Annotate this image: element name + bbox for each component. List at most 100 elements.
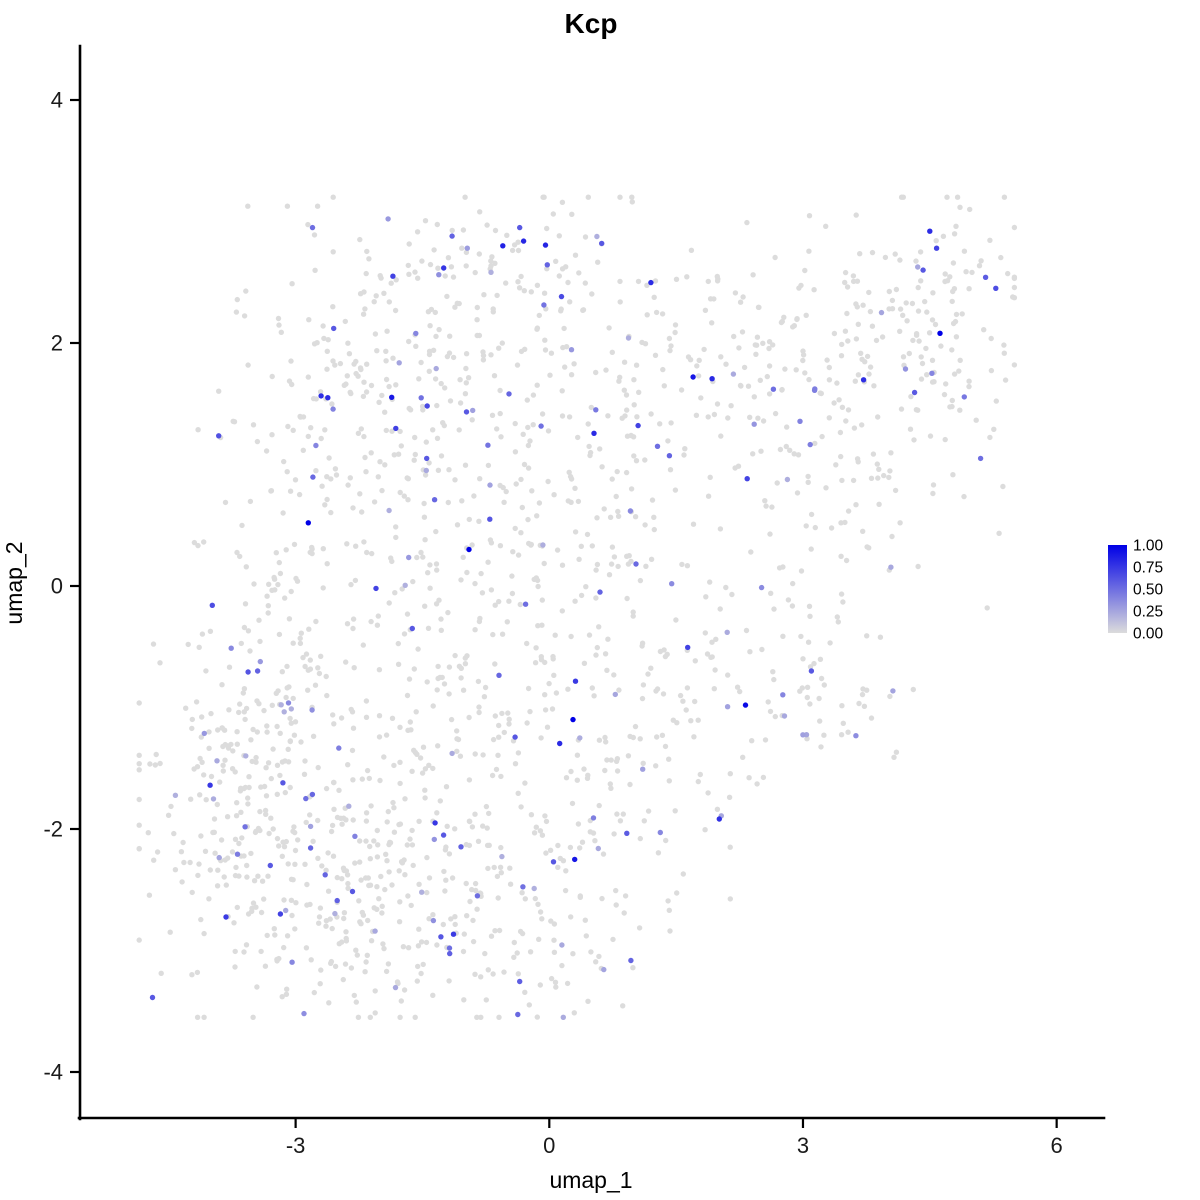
data-point: [757, 377, 763, 383]
data-point: [602, 734, 608, 741]
data-point: [281, 709, 287, 715]
data-point: [518, 273, 524, 280]
data-point: [957, 407, 963, 413]
data-point: [389, 882, 395, 888]
data-point: [172, 867, 179, 873]
data-point: [943, 381, 949, 387]
data-point: [438, 627, 444, 633]
data-point: [524, 640, 530, 647]
data-point: [298, 630, 304, 636]
data-point: [709, 376, 715, 382]
data-point: [258, 948, 264, 955]
data-point: [351, 361, 357, 367]
data-point: [406, 554, 412, 561]
data-point: [571, 361, 577, 367]
data-point: [772, 713, 778, 720]
data-point: [509, 590, 516, 597]
data-point: [532, 895, 538, 902]
data-point: [309, 546, 315, 552]
data-point: [234, 296, 240, 303]
data-point: [430, 765, 436, 772]
data-point: [256, 617, 262, 623]
data-point: [278, 329, 284, 335]
data-point: [541, 194, 547, 200]
data-point: [672, 322, 679, 328]
data-point: [392, 307, 399, 314]
data-point: [909, 300, 916, 307]
data-point: [823, 485, 829, 491]
data-point: [384, 819, 390, 825]
data-point: [255, 825, 262, 832]
data-point: [498, 870, 504, 876]
data-point: [937, 330, 943, 336]
data-point: [966, 383, 972, 390]
data-point: [464, 245, 470, 251]
data-point: [407, 719, 413, 725]
data-point: [373, 293, 379, 299]
data-point: [741, 364, 748, 371]
data-point: [520, 431, 526, 437]
data-point: [547, 372, 553, 378]
data-point: [867, 364, 874, 370]
data-point: [281, 844, 288, 850]
data-point: [572, 529, 579, 535]
data-point: [887, 468, 893, 474]
legend-tick-label: 0.00: [1133, 626, 1164, 643]
data-point: [673, 617, 679, 623]
data-point: [467, 818, 473, 825]
data-point: [536, 500, 543, 506]
data-point: [315, 665, 321, 671]
data-point: [891, 754, 897, 760]
data-point: [593, 369, 599, 376]
data-point: [838, 732, 845, 738]
data-point: [903, 300, 909, 306]
data-point: [363, 818, 370, 824]
data-point: [492, 602, 498, 608]
data-point: [462, 391, 469, 397]
data-point: [426, 875, 433, 881]
data-point: [993, 285, 999, 291]
data-point: [417, 755, 424, 761]
data-point: [1011, 284, 1018, 291]
data-point: [714, 401, 721, 407]
data-point: [651, 294, 657, 300]
data-point: [462, 655, 468, 661]
data-point: [476, 332, 483, 339]
data-point: [569, 800, 576, 807]
data-point: [551, 949, 558, 955]
data-point: [241, 686, 248, 692]
data-point: [548, 350, 555, 356]
data-point: [263, 765, 269, 771]
data-point: [545, 428, 552, 434]
data-point: [527, 708, 533, 715]
data-point: [566, 414, 573, 420]
data-point: [778, 319, 785, 326]
data-point: [482, 684, 489, 691]
data-point: [284, 663, 290, 670]
data-point: [613, 887, 619, 894]
data-point: [262, 807, 269, 814]
data-point: [601, 506, 607, 512]
data-point: [560, 858, 567, 864]
data-point: [489, 412, 496, 418]
data-point: [345, 762, 351, 768]
data-point: [376, 713, 383, 719]
data-point: [871, 383, 877, 389]
data-point: [533, 575, 539, 581]
data-point: [665, 898, 671, 904]
data-point: [559, 942, 565, 948]
data-point: [705, 414, 711, 420]
data-point: [273, 550, 279, 556]
data-point: [736, 345, 742, 351]
data-point: [572, 856, 578, 863]
data-point: [890, 688, 896, 694]
data-point: [652, 278, 659, 284]
data-point: [542, 337, 548, 343]
data-point: [718, 354, 724, 360]
data-point: [930, 490, 936, 497]
data-point: [288, 897, 295, 903]
data-point: [637, 577, 644, 584]
data-point: [499, 340, 505, 346]
data-point: [839, 341, 845, 348]
data-point: [266, 830, 272, 837]
